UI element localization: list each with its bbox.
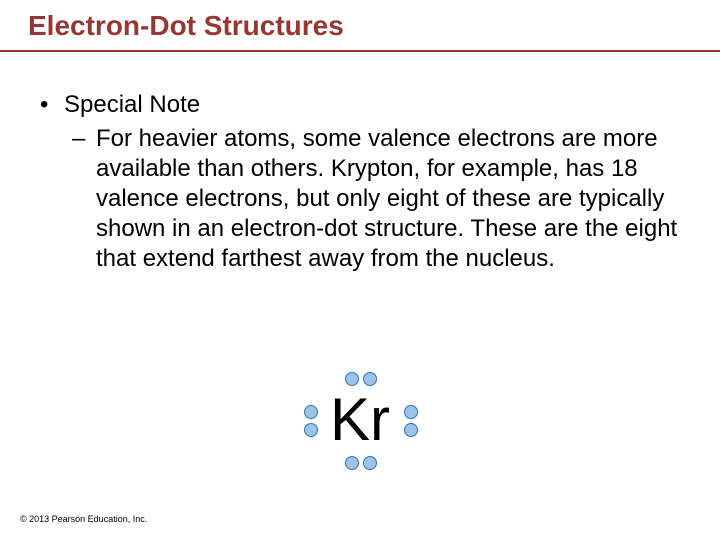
body-text: Special Note For heavier atoms, some val… <box>40 90 680 274</box>
electron-dot <box>404 405 418 419</box>
electron-dot <box>404 423 418 437</box>
electron-dot <box>304 423 318 437</box>
bullet-level1: Special Note <box>40 90 680 120</box>
electron-dot <box>363 456 377 470</box>
bullet-level2: For heavier atoms, some valence electron… <box>40 124 680 274</box>
electron-dot <box>345 456 359 470</box>
electron-dot <box>345 372 359 386</box>
element-symbol: Kr <box>330 390 390 450</box>
slide: Electron-Dot Structures Special Note For… <box>0 0 720 540</box>
copyright-text: © 2013 Pearson Education, Inc. <box>20 514 147 524</box>
slide-title: Electron-Dot Structures <box>28 10 344 42</box>
electron-dot-diagram: Kr <box>280 360 440 480</box>
electron-dot <box>363 372 377 386</box>
electron-dot <box>304 405 318 419</box>
title-underline <box>0 50 720 52</box>
